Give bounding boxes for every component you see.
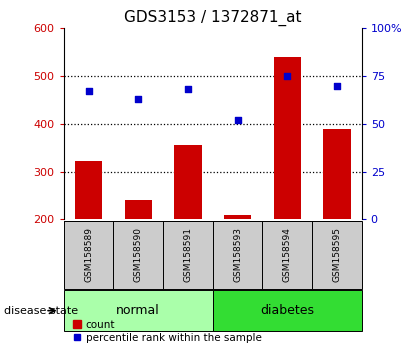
- Text: GSM158590: GSM158590: [134, 227, 143, 282]
- Bar: [174, 145, 201, 219]
- Point: [334, 83, 340, 88]
- Text: GSM158593: GSM158593: [233, 227, 242, 282]
- Point: [234, 117, 241, 123]
- Title: GDS3153 / 1372871_at: GDS3153 / 1372871_at: [124, 9, 301, 25]
- Bar: [125, 200, 152, 219]
- Bar: [75, 161, 102, 219]
- Bar: [64, 290, 213, 331]
- Bar: [113, 221, 163, 289]
- Text: GSM158591: GSM158591: [183, 227, 192, 282]
- Text: diabetes: diabetes: [260, 304, 314, 317]
- Bar: [163, 221, 213, 289]
- Bar: [213, 221, 262, 289]
- Point: [85, 88, 92, 94]
- Bar: [323, 129, 351, 219]
- Bar: [312, 221, 362, 289]
- Bar: [213, 290, 362, 331]
- Bar: [224, 215, 251, 219]
- Text: disease state: disease state: [4, 306, 78, 316]
- Bar: [64, 221, 113, 289]
- Bar: [262, 221, 312, 289]
- Text: normal: normal: [116, 304, 160, 317]
- Point: [284, 73, 291, 79]
- Text: GSM158589: GSM158589: [84, 227, 93, 282]
- Bar: [274, 57, 301, 219]
- Point: [185, 87, 191, 92]
- Text: GSM158595: GSM158595: [332, 227, 342, 282]
- Text: GSM158594: GSM158594: [283, 227, 292, 282]
- Point: [135, 96, 141, 102]
- Legend: count, percentile rank within the sample: count, percentile rank within the sample: [69, 315, 266, 347]
